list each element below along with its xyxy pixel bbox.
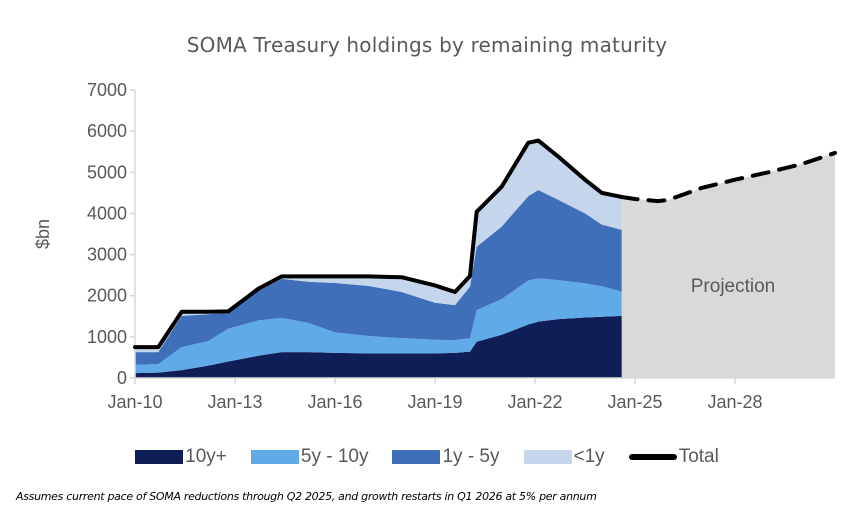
legend-color-swatch xyxy=(523,450,572,464)
legend-item: Total xyxy=(628,446,719,468)
y-tick-label: 4000 xyxy=(87,203,127,223)
y-tick-label: 6000 xyxy=(87,121,127,141)
legend-label: 1y - 5y xyxy=(442,446,500,467)
legend-color-swatch xyxy=(250,450,299,464)
y-tick-label: 5000 xyxy=(87,162,127,182)
legend-color-swatch xyxy=(392,450,441,464)
total-line xyxy=(133,138,624,350)
legend-color-swatch xyxy=(135,450,184,464)
legend-item: 5y - 10y xyxy=(250,446,369,468)
legend-label: 5y - 10y xyxy=(300,446,369,467)
legend: 10y+ 5y - 10y 1y - 5y <1y Total xyxy=(0,446,854,468)
legend-label: <1y xyxy=(573,446,605,467)
y-tick-label: 3000 xyxy=(87,245,127,265)
x-tick-label: Jan-22 xyxy=(507,392,562,412)
legend-label: Total xyxy=(678,446,719,467)
x-tick-label: Jan-16 xyxy=(307,392,362,412)
legend-label: 10y+ xyxy=(185,446,227,467)
projection-area xyxy=(621,152,835,378)
y-tick-label: 2000 xyxy=(87,286,127,306)
chart-title: SOMA Treasury holdings by remaining matu… xyxy=(186,33,668,57)
x-tick-label: Jan-28 xyxy=(707,392,762,412)
projection-total-line xyxy=(619,150,837,204)
chart-plot: 0 1000 2000 3000 4000 5000 6000 7000 Jan-10 Jan-1… xyxy=(33,80,837,412)
legend-item: 1y - 5y xyxy=(392,446,500,468)
area-series-lt-1y xyxy=(135,140,622,353)
area-series-5y-10y xyxy=(135,278,622,374)
y-tick-label: 1000 xyxy=(87,327,127,347)
footnote: Assumes current pace of SOMA reductions … xyxy=(16,490,597,503)
y-tick-label: 0 xyxy=(117,368,127,388)
legend-item: 10y+ xyxy=(135,446,227,468)
x-tick-label: Jan-19 xyxy=(407,392,462,412)
x-tick-label: Jan-10 xyxy=(107,392,162,412)
area-series-10y xyxy=(135,315,622,378)
legend-item: <1y xyxy=(523,446,605,468)
legend-line-swatch xyxy=(628,454,677,460)
projection-label: Projection xyxy=(691,276,776,297)
x-tick-label: Jan-13 xyxy=(207,392,262,412)
area-series-1y-5y xyxy=(135,189,622,365)
x-tick-label: Jan-25 xyxy=(607,392,662,412)
y-tick-label: 7000 xyxy=(87,80,127,100)
y-axis-label: $bn xyxy=(33,219,53,249)
